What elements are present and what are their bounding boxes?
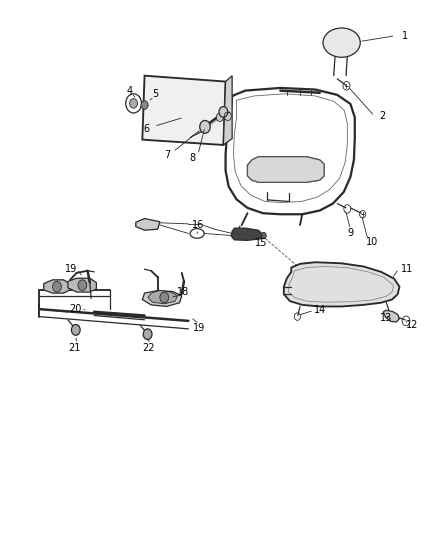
Text: 5: 5	[152, 90, 159, 99]
Text: 14: 14	[314, 305, 326, 315]
Circle shape	[200, 120, 210, 133]
Polygon shape	[136, 219, 160, 230]
Circle shape	[143, 329, 152, 340]
Polygon shape	[44, 280, 70, 293]
Text: 6: 6	[144, 124, 150, 134]
Text: 7: 7	[164, 150, 170, 159]
Text: 12: 12	[406, 320, 419, 330]
Circle shape	[78, 280, 87, 290]
Polygon shape	[142, 290, 182, 306]
Circle shape	[219, 107, 228, 117]
Polygon shape	[284, 262, 399, 306]
Text: 2: 2	[379, 111, 385, 121]
Text: 18: 18	[177, 287, 189, 296]
Text: 21: 21	[68, 343, 81, 352]
Text: 19: 19	[65, 264, 77, 274]
Circle shape	[141, 101, 148, 109]
Ellipse shape	[323, 28, 360, 58]
Polygon shape	[383, 310, 399, 322]
Circle shape	[261, 232, 266, 239]
Polygon shape	[247, 157, 324, 182]
Text: 11: 11	[401, 264, 413, 273]
Polygon shape	[142, 76, 226, 145]
Circle shape	[130, 99, 138, 108]
Circle shape	[71, 325, 80, 335]
Polygon shape	[148, 290, 177, 304]
Circle shape	[160, 292, 169, 303]
Text: 19: 19	[193, 323, 205, 333]
Text: 20: 20	[70, 304, 82, 314]
Text: 15: 15	[255, 238, 268, 247]
Polygon shape	[223, 76, 232, 145]
Text: 4: 4	[126, 86, 132, 95]
Text: 9: 9	[347, 228, 353, 238]
Text: 22: 22	[143, 343, 155, 352]
Text: 16: 16	[192, 221, 204, 230]
Text: 10: 10	[366, 237, 378, 247]
Circle shape	[216, 113, 223, 122]
Circle shape	[53, 281, 61, 292]
Polygon shape	[68, 278, 96, 292]
Text: 8: 8	[190, 153, 196, 163]
Text: 13: 13	[380, 313, 392, 322]
Text: 1: 1	[402, 31, 408, 41]
Polygon shape	[231, 228, 263, 240]
